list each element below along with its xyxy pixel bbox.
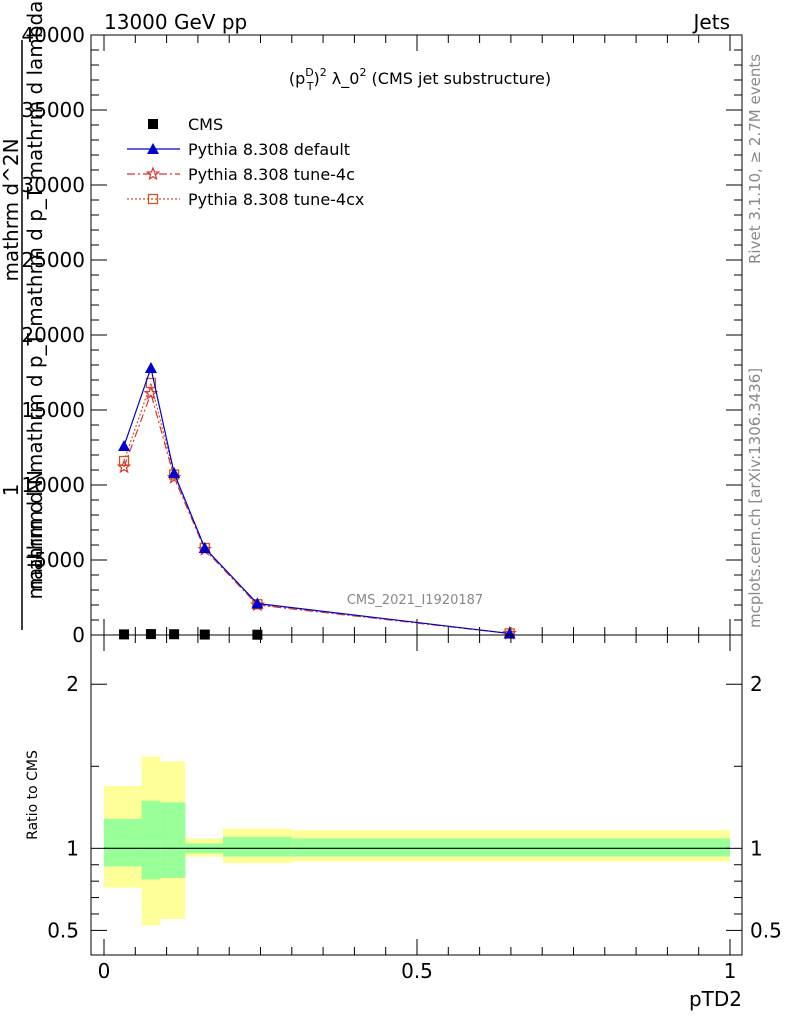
y-tick-label: 20000 xyxy=(21,323,85,347)
ratio-band-inner xyxy=(222,836,292,857)
ratio-band-inner xyxy=(104,818,142,867)
ratio-y-tick-label: 1 xyxy=(66,836,79,860)
series-line-default xyxy=(123,365,510,635)
legend-marker-cms xyxy=(148,119,158,129)
y-tick-label: 0 xyxy=(72,623,85,647)
ratio-y-tick-label: 0.5 xyxy=(47,918,79,942)
point-tune4c xyxy=(143,385,159,400)
y-label-numerator: 1 xyxy=(0,484,23,497)
ratio-y-axis-label: Ratio to CMS xyxy=(25,750,41,840)
x-tick-label: 0.5 xyxy=(401,959,433,983)
y-tick-label: 40000 xyxy=(21,23,85,47)
series-line-tune4c xyxy=(123,391,510,635)
legend-label-tune4c: Pythia 8.308 tune-4c xyxy=(188,165,355,184)
legend-marker-tune4c xyxy=(145,166,161,181)
legend: CMS Pythia 8.308 default Pythia 8.308 tune… xyxy=(127,115,364,209)
y-tick-label: 15000 xyxy=(21,398,85,422)
legend-label-cms: CMS xyxy=(188,115,223,134)
ratio-band-inner xyxy=(141,800,161,880)
legend-label-tune4cx: Pythia 8.308 tune-4cx xyxy=(188,190,364,209)
y-label-top: mathrm d^2N xyxy=(0,138,23,281)
point-cms xyxy=(119,629,130,640)
ratio-panel: 0.5 0.5 1 1 2 2 0 0.5 1 Ratio to CMS pTD2 xyxy=(25,634,782,1011)
y-tick-label: 35000 xyxy=(21,98,85,122)
rivet-label: Rivet 3.1.10, ≥ 2.7M events xyxy=(746,54,764,264)
x-tick-label: 1 xyxy=(724,959,737,983)
mcplots-label: mcplots.cern.ch [arXiv:1306.3436] xyxy=(746,368,764,628)
point-cms xyxy=(145,629,156,640)
point-default xyxy=(503,627,516,639)
series-default xyxy=(118,362,516,639)
ratio-y-tick-label-right: 1 xyxy=(750,836,763,860)
x-axis-label: pTD2 xyxy=(689,987,742,1011)
point-default xyxy=(118,440,131,451)
y-tick-label: 10000 xyxy=(21,473,85,497)
main-panel: 0 5000 10000 15000 20000 25000 30000 35000 40000… xyxy=(0,1,743,647)
point-default xyxy=(144,362,157,373)
chart-title: (pD T)2 λ_02 (CMS jet substructure) xyxy=(289,66,551,93)
point-default xyxy=(168,467,181,478)
x-tick-label: 0 xyxy=(98,959,111,983)
y-label-line3: mathrm d N mathrm d p_T mathrm d p_T mat… xyxy=(23,1,47,600)
y-tick-label: 5000 xyxy=(34,548,85,572)
point-tune4cx xyxy=(145,377,157,389)
legend-label-default: Pythia 8.308 default xyxy=(188,140,350,159)
watermark: CMS_2021_I1920187 xyxy=(347,593,483,608)
point-default xyxy=(198,542,211,553)
ratio-y-tick-label-right: 0.5 xyxy=(750,918,782,942)
header-right: Jets xyxy=(692,10,730,34)
series-cms xyxy=(119,629,263,640)
y-tick-label: 25000 xyxy=(21,248,85,272)
header-left: 13000 GeV pp xyxy=(104,10,247,34)
y-tick-label: 30000 xyxy=(21,173,85,197)
point-cms xyxy=(169,629,180,640)
ratio-frame xyxy=(90,634,743,956)
ratio-band-inner xyxy=(160,802,186,878)
y-label-line2: mathrm d N xyxy=(23,470,47,590)
point-tune4cx xyxy=(118,455,130,467)
legend-marker-tune4cx xyxy=(147,193,159,205)
point-default xyxy=(251,597,264,609)
legend-marker-default xyxy=(147,143,159,154)
ratio-y-tick-label-right: 2 xyxy=(750,672,763,696)
ratio-y-tick-label: 2 xyxy=(66,672,79,696)
ratio-band-inner xyxy=(291,838,730,857)
